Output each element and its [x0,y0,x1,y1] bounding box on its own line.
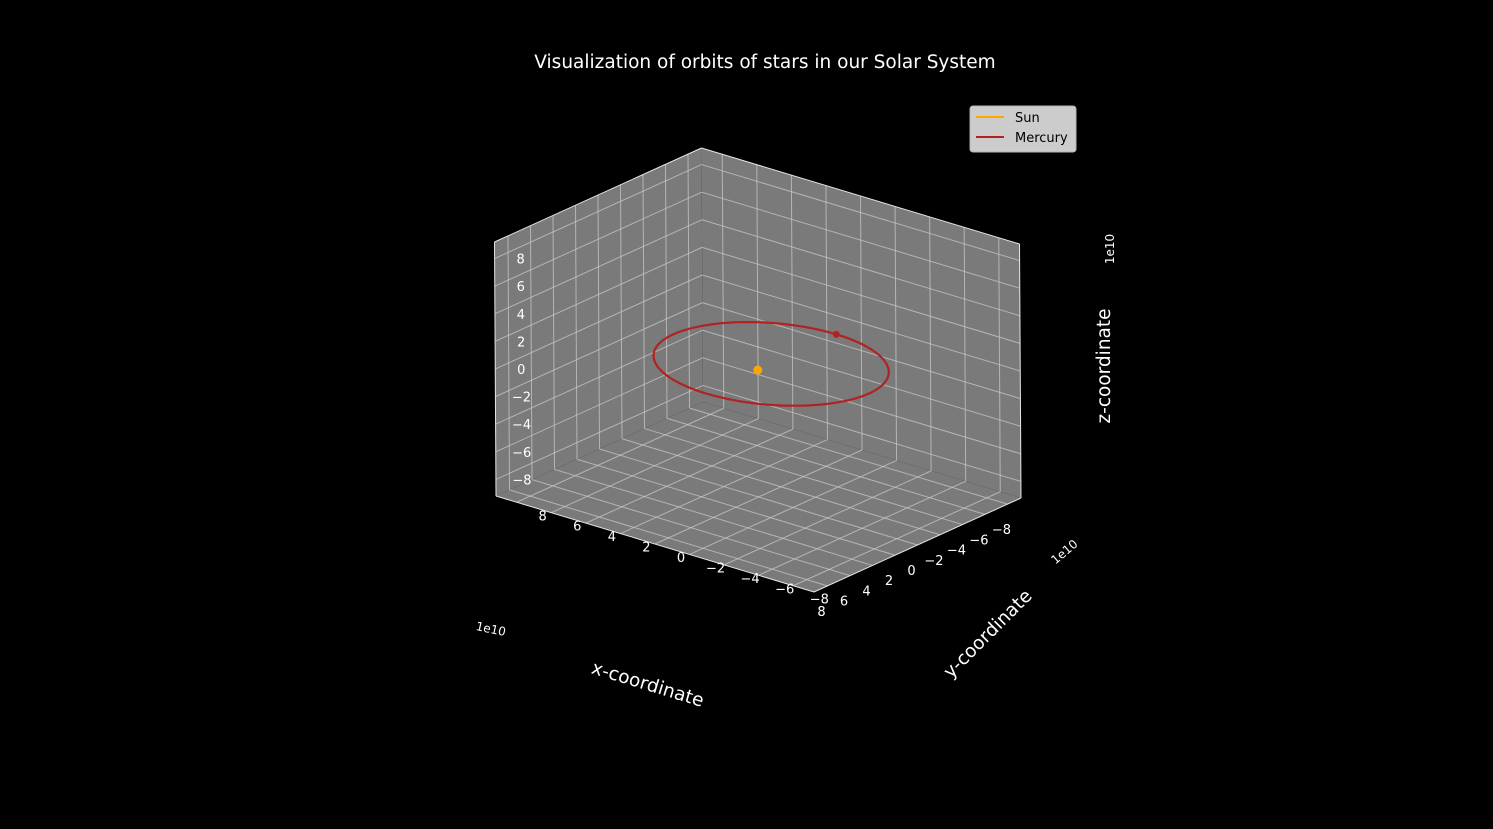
grid-line-z-back [495,302,703,398]
y-tick-label: −6 [775,582,794,597]
axis-edge [494,241,497,497]
mercury-position-point [832,330,840,338]
z-tick-label: 2 [517,335,525,350]
legend[interactable]: Sun Mercury [969,105,1077,153]
grid-line-y-floor [793,491,1001,587]
x-tick-label: 8 [817,605,825,620]
grid-line-z-back [494,246,703,342]
grid-lines [494,154,1022,587]
grid-line-z-back [494,191,702,287]
z-tick-label: 4 [517,308,525,323]
y-tick-label: 6 [573,520,581,535]
x-tick-label: −4 [947,544,966,559]
z-tick-label: −8 [512,473,531,488]
grid-line-y-floor [654,449,863,545]
x-tick-label: −2 [924,554,943,569]
z-tick-label: 6 [517,280,525,295]
grid-line-z-back [494,164,702,260]
y-tick-label: 0 [677,551,685,566]
y-tick-label: 4 [608,530,616,545]
sun-point [753,365,763,375]
chart-title: Visualization of orbits of stars in our … [534,52,995,73]
z-axis-label: z-coordinate [1094,308,1115,423]
z-tick-label: 0 [517,363,525,378]
grid-line-z-side [702,329,1021,427]
z-tick-label: −6 [512,446,531,461]
legend-label-mercury: Mercury [1015,131,1068,146]
z-offset-text: 1e10 [1103,234,1117,264]
z-tick-label: −2 [512,391,531,406]
grid-line-z-side [701,246,1021,344]
grid-line-z-side [702,274,1021,372]
grid-line-y-floor [723,470,932,566]
grid-line-z-back [495,384,704,480]
x-tick-label: −8 [992,523,1011,538]
grid-line-z-side [702,384,1022,482]
grid-line-z-back [495,357,703,453]
grid-line-z-back [495,274,703,370]
x-offset-text: 1e10 [475,619,508,639]
legend-label-sun: Sun [1015,111,1040,126]
grid-line-y-floor [620,439,828,535]
grid-line-z-side [701,219,1021,317]
grid-line-y-floor [516,407,724,503]
z-tick-label: −4 [512,418,531,433]
x-tick-label: 6 [840,595,848,610]
grid-line-z-back [495,329,703,425]
grid-line-z-back [494,219,703,315]
grid-line-y-floor [551,418,759,514]
axis-edge [494,147,702,243]
grid-line-y-floor [585,428,794,524]
series-layer [652,321,890,407]
grid-line-z-side [701,191,1020,289]
y-tick-label: 8 [539,509,547,524]
z-tick-label: 8 [516,253,524,268]
x-tick-label: 0 [907,564,915,579]
grid-line-z-side [701,164,1020,262]
axis-edge [813,497,1022,593]
y-tick-label: −4 [741,572,760,587]
x-tick-label: 2 [885,574,893,589]
x-tick-label: −6 [969,533,988,548]
axis-edge [701,147,1020,245]
axis-edge [1019,243,1022,499]
y-tick-label: 2 [642,541,650,556]
grid-line-y-floor [689,459,897,555]
grid-line-z-side [702,302,1021,400]
x-tick-label: 4 [862,584,870,599]
axis-edge [495,495,815,593]
y-tick-label: −8 [810,593,829,608]
y-tick-label: −2 [706,561,725,576]
axis-edges [494,147,1022,593]
grid-line-y-floor [758,480,966,576]
